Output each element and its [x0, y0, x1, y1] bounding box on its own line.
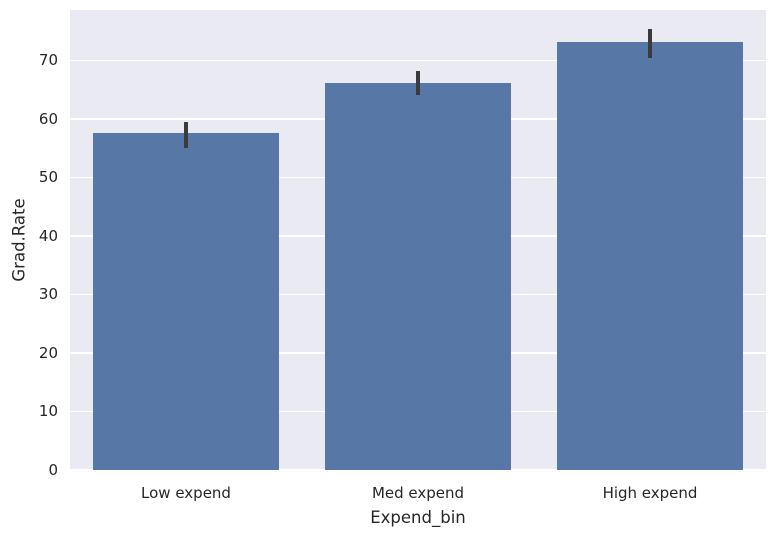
x-tick-label-med-expend: Med expend [371, 484, 465, 502]
y-tick-label-10: 10 [38, 402, 58, 421]
bar-high-expend [557, 42, 743, 470]
bar-med-expend [325, 83, 511, 470]
x-tick-label-high-expend: High expend [602, 484, 698, 502]
y-tick-label-30: 30 [38, 285, 58, 304]
y-tick-label-50: 50 [38, 168, 58, 187]
y-tick-label-20: 20 [38, 343, 58, 362]
y-tick-label-60: 60 [38, 109, 58, 128]
x-tick-label-low-expend: Low expend [141, 484, 231, 502]
error-bar-med-expend [416, 71, 420, 95]
y-tick-label-70: 70 [38, 51, 58, 70]
x-axis-title: Expend_bin [370, 508, 466, 527]
y-tick-label-0: 0 [48, 461, 58, 479]
plot-area [70, 10, 766, 471]
y-tick-label-40: 40 [38, 226, 58, 245]
bar-low-expend [93, 133, 279, 470]
gridline-y-0 [70, 469, 766, 471]
gridline-y-70 [70, 59, 766, 62]
error-bar-low-expend [184, 122, 188, 148]
error-bar-high-expend [648, 29, 652, 58]
